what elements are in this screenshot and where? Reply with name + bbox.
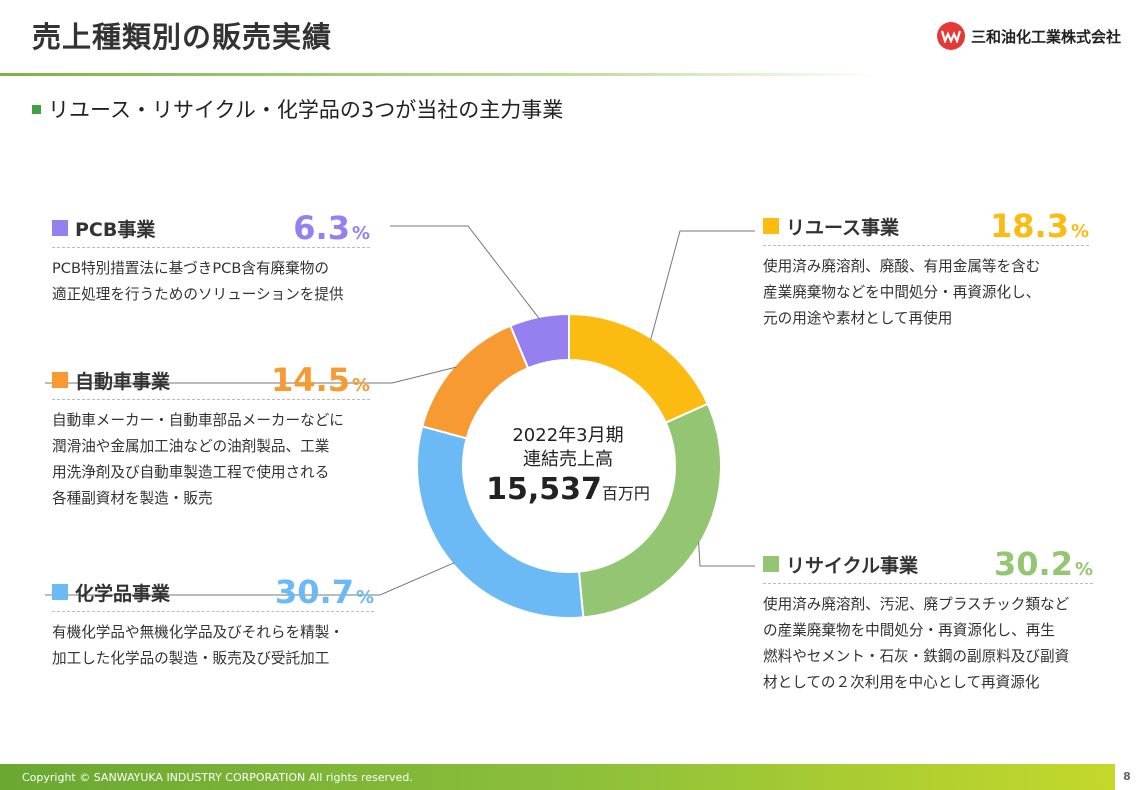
description-line: 材としての２次利用を中心として再資源化 bbox=[763, 674, 1040, 691]
description-line: の産業廃棄物を中間処分・再資源化し、再生 bbox=[763, 622, 1055, 639]
segment-header: 自動車事業 14.5% bbox=[52, 364, 370, 400]
segment-header: 化学品事業 30.7% bbox=[52, 576, 374, 612]
segment-header: PCB事業 6.3% bbox=[52, 212, 370, 248]
segment-name: リユース事業 bbox=[763, 213, 899, 240]
segment-kagaku: 化学品事業 30.7% 有機化学品や無機化学品及びそれらを精製・ 加工した化学品… bbox=[52, 576, 374, 672]
leader-lines bbox=[45, 225, 755, 596]
percent-value: 18.3 bbox=[990, 207, 1069, 245]
segment-name: 自動車事業 bbox=[52, 367, 170, 394]
donut-slices bbox=[416, 312, 722, 619]
segment-description: 使用済み廃溶剤、廃酸、有用金属等を含む 産業廃棄物などを中間処分・再資源化し、 … bbox=[763, 254, 1089, 332]
legend-swatch bbox=[763, 218, 779, 234]
percent-unit: % bbox=[351, 223, 370, 244]
segment-label: 自動車事業 bbox=[75, 370, 171, 393]
donut-slice bbox=[416, 425, 585, 619]
segment-label: リユース事業 bbox=[786, 216, 900, 239]
leader-line bbox=[45, 562, 455, 596]
footer-bar: Copyright © SANWAYUKA INDUSTRY CORPORATI… bbox=[0, 764, 1139, 790]
segment-description: PCB特別措置法に基づきPCB含有廃棄物の 適正処理を行うためのソリューションを… bbox=[52, 256, 370, 308]
segment-percent: 18.3% bbox=[990, 210, 1089, 242]
company-logo-icon bbox=[936, 22, 965, 50]
legend-swatch bbox=[52, 584, 68, 600]
leader-line bbox=[650, 230, 755, 341]
segment-name: 化学品事業 bbox=[52, 579, 170, 606]
percent-unit: % bbox=[1074, 559, 1093, 580]
segment-percent: 30.2% bbox=[994, 548, 1093, 580]
segment-percent: 30.7% bbox=[275, 576, 374, 608]
description-line: 使用済み廃溶剤、廃酸、有用金属等を含む bbox=[763, 258, 1041, 275]
title-underline bbox=[0, 73, 880, 76]
percent-unit: % bbox=[1070, 221, 1089, 242]
segment-description: 使用済み廃溶剤、汚泥、廃プラスチック類など の産業廃棄物を中間処分・再資源化し、… bbox=[763, 592, 1093, 696]
description-line: 各種副資材を製造・販売 bbox=[52, 490, 213, 507]
description-line: 元の用途や素材として再使用 bbox=[763, 310, 953, 327]
description-line: PCB特別措置法に基づきPCB含有廃棄物の bbox=[52, 260, 329, 277]
donut-slice bbox=[568, 312, 710, 425]
percent-value: 14.5 bbox=[271, 361, 350, 399]
description-line: 使用済み廃溶剤、汚泥、廃プラスチック類など bbox=[763, 596, 1070, 613]
center-value: 15,537百万円 bbox=[468, 472, 668, 507]
donut-slice bbox=[421, 324, 530, 440]
subtitle: リユース・リサイクル・化学品の3つが当社の主力事業 bbox=[32, 94, 563, 124]
leader-line bbox=[698, 541, 755, 567]
percent-value: 30.2 bbox=[994, 545, 1073, 583]
leader-line bbox=[390, 225, 540, 320]
segment-pcb: PCB事業 6.3% PCB特別措置法に基づきPCB含有廃棄物の 適正処理を行う… bbox=[52, 212, 370, 308]
segment-percent: 6.3% bbox=[293, 212, 370, 244]
center-amount: 15,537 bbox=[486, 472, 602, 507]
segment-recycle: リサイクル事業 30.2% 使用済み廃溶剤、汚泥、廃プラスチック類など の産業廃… bbox=[763, 548, 1093, 696]
legend-swatch bbox=[763, 556, 779, 572]
chart-center-label: 2022年3月期 連結売上高 15,537百万円 bbox=[468, 424, 668, 507]
description-line: 潤滑油や金属加工油などの油剤製品、工業 bbox=[52, 438, 330, 455]
page-title: 売上種類別の販売実績 bbox=[32, 20, 333, 54]
description-line: 自動車メーカー・自動車部品メーカーなどに bbox=[52, 412, 344, 429]
bullet-icon bbox=[32, 104, 41, 114]
company-name: 三和油化工業株式会社 bbox=[970, 27, 1121, 46]
segment-label: PCB事業 bbox=[75, 218, 156, 241]
percent-value: 6.3 bbox=[293, 209, 350, 247]
segment-name: PCB事業 bbox=[52, 215, 155, 242]
center-period: 2022年3月期 bbox=[512, 425, 624, 446]
segment-jidousha: 自動車事業 14.5% 自動車メーカー・自動車部品メーカーなどに 潤滑油や金属加… bbox=[52, 364, 370, 512]
segment-description: 自動車メーカー・自動車部品メーカーなどに 潤滑油や金属加工油などの油剤製品、工業… bbox=[52, 408, 370, 512]
segment-label: リサイクル事業 bbox=[786, 554, 919, 577]
segment-label: 化学品事業 bbox=[75, 582, 171, 605]
percent-value: 30.7 bbox=[275, 573, 354, 611]
page-number: 8 bbox=[1115, 764, 1139, 790]
center-unit: 百万円 bbox=[601, 484, 650, 503]
company-logo: 三和油化工業株式会社 bbox=[936, 22, 1121, 50]
subtitle-text: リユース・リサイクル・化学品の3つが当社の主力事業 bbox=[48, 98, 564, 122]
segment-percent: 14.5% bbox=[271, 364, 370, 396]
legend-swatch bbox=[52, 220, 68, 236]
segment-header: リサイクル事業 30.2% bbox=[763, 548, 1093, 584]
description-line: 加工した化学品の製造・販売及び受託加工 bbox=[52, 650, 330, 667]
percent-unit: % bbox=[355, 587, 374, 608]
segment-description: 有機化学品や無機化学品及びそれらを精製・ 加工した化学品の製造・販売及び受託加工 bbox=[52, 620, 374, 672]
leader-line bbox=[45, 366, 457, 384]
description-line: 用洗浄剤及び自動車製造工程で使用される bbox=[52, 464, 330, 481]
segment-reuse: リユース事業 18.3% 使用済み廃溶剤、廃酸、有用金属等を含む 産業廃棄物など… bbox=[763, 210, 1089, 332]
description-line: 燃料やセメント・石灰・鉄鋼の副原料及び副資 bbox=[763, 648, 1070, 665]
segment-header: リユース事業 18.3% bbox=[763, 210, 1089, 246]
copyright-text: Copyright © SANWAYUKA INDUSTRY CORPORATI… bbox=[22, 771, 413, 784]
legend-swatch bbox=[52, 372, 68, 388]
description-line: 適正処理を行うためのソリューションを提供 bbox=[52, 286, 344, 303]
segment-name: リサイクル事業 bbox=[763, 551, 918, 578]
center-caption: 連結売上高 bbox=[523, 449, 613, 470]
description-line: 有機化学品や無機化学品及びそれらを精製・ bbox=[52, 624, 344, 641]
donut-slice bbox=[577, 402, 722, 619]
percent-unit: % bbox=[351, 375, 370, 396]
description-line: 産業廃棄物などを中間処分・再資源化し、 bbox=[763, 284, 1041, 301]
donut-slice bbox=[509, 312, 570, 370]
